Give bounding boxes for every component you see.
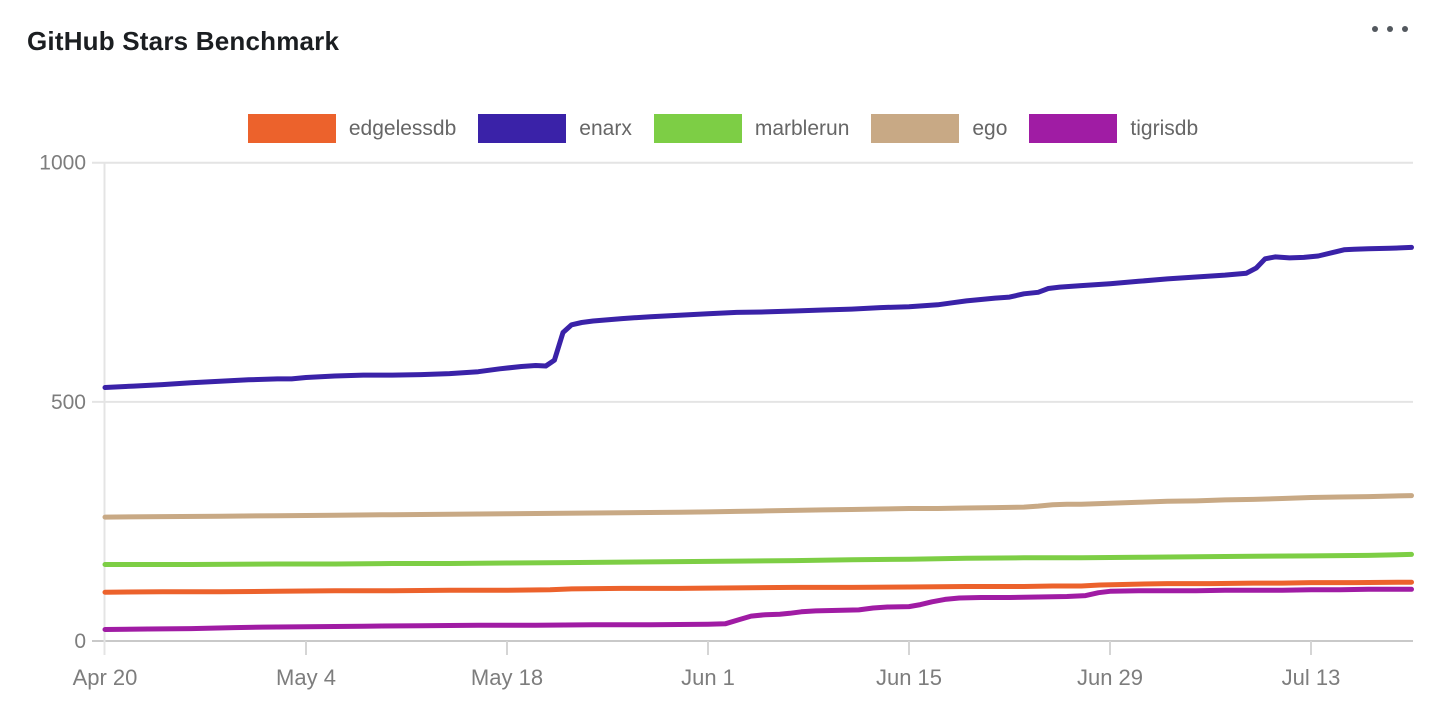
ellipsis-dot-icon [1402, 26, 1408, 32]
series-line-marblerun[interactable] [102, 551, 1414, 567]
y-axis-tick-label: 500 [51, 391, 86, 414]
series-line-tigrisdb[interactable] [102, 586, 1414, 632]
legend-label: enarx [579, 116, 632, 140]
y-axis-tick-label: 0 [74, 630, 86, 653]
series-line-edgelessdb[interactable] [102, 579, 1414, 595]
overflow-menu-button[interactable] [1366, 20, 1414, 38]
series-line-enarx[interactable] [102, 244, 1414, 390]
legend-item-enarx[interactable]: enarx [478, 114, 632, 143]
chart-title: GitHub Stars Benchmark [27, 26, 340, 56]
legend-label: marblerun [754, 116, 850, 140]
legend-item-ego[interactable]: ego [871, 114, 1007, 143]
x-axis-tick-label: Jul 13 [1282, 665, 1341, 690]
legend-item-marblerun[interactable]: marblerun [653, 114, 850, 143]
legend-swatch-icon [478, 114, 567, 143]
x-axis-tick-label: May 18 [471, 665, 543, 690]
legend-swatch-icon [871, 114, 960, 143]
legend-item-edgelessdb[interactable]: edgelessdb [247, 114, 457, 143]
legend-swatch-icon [653, 114, 742, 143]
legend-label: tigrisdb [1130, 116, 1199, 140]
x-axis-tick-label: Jun 29 [1077, 665, 1143, 690]
ellipsis-dot-icon [1387, 26, 1393, 32]
legend: edgelessdb enarx marblerun ego tigrisdb [0, 114, 1446, 143]
x-axis-tick-label: Apr 20 [73, 665, 138, 690]
series-line-ego[interactable] [102, 493, 1414, 520]
x-axis-tick-label: Jun 1 [681, 665, 735, 690]
x-axis-tick-label: May 4 [276, 665, 336, 690]
legend-swatch-icon [247, 114, 336, 143]
legend-item-tigrisdb[interactable]: tigrisdb [1029, 114, 1198, 143]
y-axis-tick-label: 1000 [39, 152, 86, 175]
legend-label: edgelessdb [348, 116, 457, 140]
ellipsis-dot-icon [1372, 26, 1378, 32]
x-axis-tick-label: Jun 15 [876, 665, 942, 690]
legend-swatch-icon [1029, 114, 1118, 143]
legend-label: ego [972, 116, 1008, 140]
